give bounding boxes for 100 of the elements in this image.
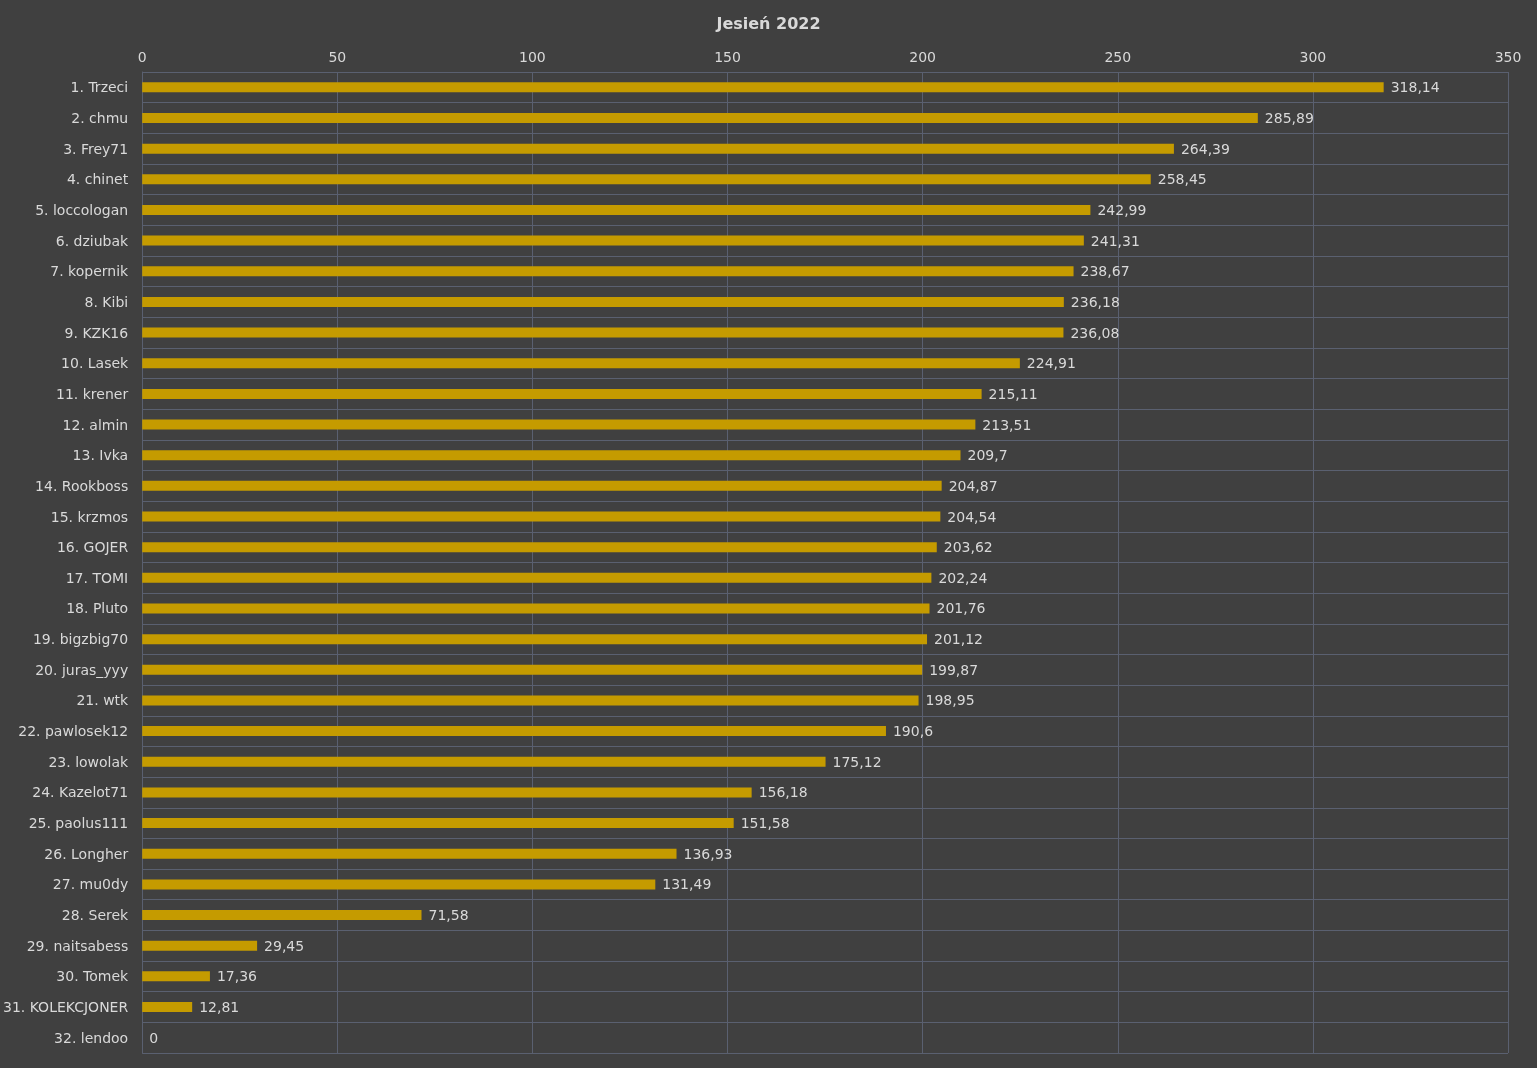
- y-tick-label: 14. Rookboss: [35, 477, 129, 494]
- x-tick-label: 100: [519, 49, 546, 65]
- y-tick-label: 15. krzmos: [50, 508, 129, 525]
- data-label: 241,31: [1090, 232, 1140, 249]
- x-tick-label: 200: [909, 49, 937, 65]
- bar: [142, 695, 919, 706]
- y-tick-label: 12. almin: [62, 416, 129, 433]
- bar: [142, 296, 1064, 307]
- data-label: 236,18: [1070, 293, 1120, 310]
- bar: [142, 787, 752, 798]
- data-label: 258,45: [1157, 171, 1207, 188]
- x-tick-label: 150: [714, 49, 741, 65]
- y-tick-label: 17. TOMI: [65, 569, 129, 586]
- bar: [142, 1002, 193, 1013]
- bar: [142, 358, 1020, 369]
- bar: [142, 879, 656, 890]
- y-tick-label: 24. Kazelot71: [32, 784, 129, 801]
- data-label: 215,11: [988, 385, 1038, 402]
- bar: [142, 603, 930, 614]
- data-label: 236,08: [1070, 324, 1120, 341]
- y-tick-label: 30. Tomek: [56, 968, 130, 985]
- bar: [142, 419, 976, 430]
- data-label: 156,18: [758, 784, 808, 801]
- y-tick-label: 10. Lasek: [61, 355, 130, 372]
- y-tick-label: 9. KZK16: [64, 324, 129, 341]
- x-tick-label: 250: [1104, 49, 1132, 65]
- data-label: 190,6: [892, 723, 934, 740]
- data-label: 12,81: [199, 999, 240, 1016]
- data-label: 209,7: [967, 447, 1008, 464]
- data-label: 201,12: [934, 631, 984, 648]
- bar: [142, 542, 937, 553]
- bar: [142, 143, 1174, 154]
- bar: [142, 756, 826, 767]
- data-label: 71,58: [428, 907, 469, 924]
- bar: [142, 112, 1258, 123]
- bar: [142, 634, 928, 645]
- y-tick-label: 1. Trzeci: [70, 79, 129, 96]
- bar: [142, 848, 677, 859]
- x-tick-label: 350: [1494, 49, 1522, 65]
- y-tick-label: 18. Pluto: [66, 600, 129, 617]
- x-tick-label: 300: [1299, 49, 1327, 65]
- y-tick-label: 2. chmu: [71, 109, 129, 126]
- bar: [142, 971, 210, 982]
- chart-title: Jesień 2022: [715, 13, 821, 33]
- y-tick-label: 16. GOJER: [56, 539, 129, 556]
- x-tick-label: 50: [328, 49, 347, 65]
- data-label: 175,12: [832, 753, 882, 770]
- bar: [142, 511, 941, 522]
- y-tick-label: 31. KOLEKCJONER: [2, 999, 129, 1016]
- y-tick-label: 11. krener: [56, 385, 129, 402]
- data-label: 0: [149, 1029, 159, 1046]
- data-label: 136,93: [683, 845, 733, 862]
- data-label: 17,36: [216, 968, 258, 985]
- y-tick-label: 5. loccologan: [35, 201, 129, 218]
- y-tick-label: 23. lowolak: [48, 753, 130, 770]
- y-tick-label: 8. Kibi: [84, 293, 129, 310]
- y-tick-label: 20. juras_yyy: [35, 661, 129, 678]
- bar: [142, 450, 961, 461]
- y-tick-label: 22. pawlosek12: [18, 723, 129, 740]
- bar: [142, 726, 886, 737]
- data-label: 285,89: [1264, 109, 1314, 126]
- y-tick-label: 13. Ivka: [72, 447, 129, 464]
- y-tick-label: 26. Longher: [44, 845, 129, 862]
- data-label: 242,99: [1097, 201, 1147, 218]
- y-tick-label: 7. kopernik: [50, 263, 130, 280]
- y-tick-label: 3. Frey71: [63, 140, 129, 157]
- y-tick-label: 4. chinet: [66, 171, 129, 188]
- data-label: 198,95: [925, 692, 975, 709]
- bar: [142, 818, 734, 829]
- data-label: 151,58: [740, 815, 790, 832]
- y-tick-label: 29. naitsabess: [26, 937, 129, 954]
- data-label: 203,62: [943, 539, 993, 556]
- y-tick-label: 6. dziubak: [55, 232, 130, 249]
- data-label: 204,54: [947, 508, 997, 525]
- data-label: 199,87: [929, 661, 979, 678]
- bar: [142, 664, 923, 675]
- y-tick-label: 27. mu0dy: [52, 876, 129, 893]
- bar: [142, 388, 982, 399]
- bar: [142, 940, 258, 951]
- data-label: 213,51: [982, 416, 1032, 433]
- data-label: 238,67: [1080, 263, 1130, 280]
- bar: [142, 204, 1091, 215]
- bar: [142, 572, 932, 583]
- bar: [142, 910, 422, 921]
- bar: [142, 235, 1084, 246]
- data-label: 131,49: [662, 876, 712, 893]
- data-label: 224,91: [1026, 355, 1076, 372]
- x-tick-label: 0: [137, 49, 147, 65]
- bar: [142, 82, 1384, 93]
- y-tick-label: 28. Serek: [61, 907, 130, 924]
- data-label: 201,76: [936, 600, 986, 617]
- data-label: 202,24: [938, 569, 988, 586]
- data-label: 264,39: [1180, 140, 1230, 157]
- bar: [142, 327, 1064, 338]
- data-label: 29,45: [264, 937, 305, 954]
- data-label: 204,87: [948, 477, 998, 494]
- bar: [142, 480, 942, 491]
- y-tick-label: 25. paolus111: [28, 815, 129, 832]
- y-tick-label: 19. bigzbig70: [32, 631, 129, 648]
- y-tick-label: 32. lendoo: [54, 1029, 129, 1046]
